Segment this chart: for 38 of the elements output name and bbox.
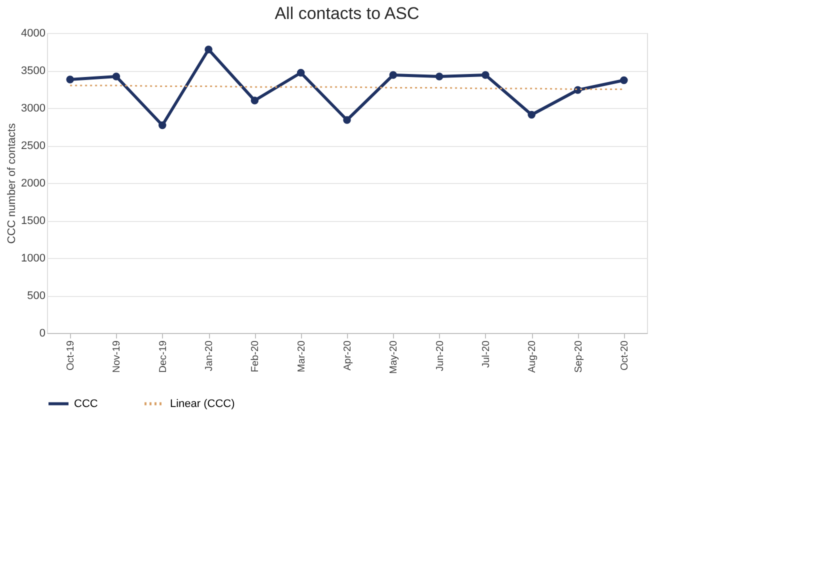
x-tick-label: Apr-20 bbox=[342, 340, 354, 371]
point bbox=[158, 121, 166, 130]
x-tick-label: Feb-20 bbox=[250, 340, 262, 372]
point bbox=[389, 71, 398, 79]
x-tick-label: Mar-20 bbox=[296, 340, 308, 372]
y-tick-label: 3500 bbox=[21, 65, 46, 77]
point bbox=[250, 96, 259, 104]
x-tick-label: Nov-19 bbox=[112, 340, 123, 373]
y-axis-title: CCC number of contacts bbox=[6, 122, 18, 244]
point bbox=[112, 72, 120, 80]
chart-title: All contacts to ASC bbox=[274, 4, 420, 23]
y-tick-label: 0 bbox=[39, 328, 46, 340]
x-tick-label: Dec-19 bbox=[158, 340, 169, 373]
x-tick-label: Oct-20 bbox=[619, 340, 630, 371]
y-tick-label: 4000 bbox=[21, 28, 46, 40]
legend-label: Linear (CCC) bbox=[170, 398, 235, 410]
y-tick-label: 1500 bbox=[21, 215, 46, 227]
x-tick-label: Jun-20 bbox=[434, 340, 446, 372]
point bbox=[620, 76, 628, 84]
x-tick-label: Jul-20 bbox=[480, 340, 492, 368]
point bbox=[343, 116, 351, 124]
point bbox=[435, 72, 444, 80]
point bbox=[296, 68, 305, 77]
x-tick-label: Aug-20 bbox=[527, 340, 538, 373]
point bbox=[528, 110, 536, 119]
y-tick-label: 1000 bbox=[21, 252, 46, 264]
y-tick-label: 2500 bbox=[21, 140, 46, 152]
y-tick-label: 3000 bbox=[21, 102, 46, 114]
x-tick-label: May-20 bbox=[388, 340, 400, 374]
x-tick-label: Jan-20 bbox=[204, 340, 216, 372]
legend-label: CCC bbox=[74, 398, 98, 410]
point bbox=[482, 71, 490, 79]
x-tick-label: Sep-20 bbox=[573, 340, 584, 373]
point bbox=[204, 46, 212, 54]
point bbox=[66, 76, 74, 84]
x-tick-label: Oct-19 bbox=[66, 340, 77, 371]
y-tick-label: 500 bbox=[27, 290, 46, 302]
y-tick-label: 2000 bbox=[21, 178, 46, 190]
